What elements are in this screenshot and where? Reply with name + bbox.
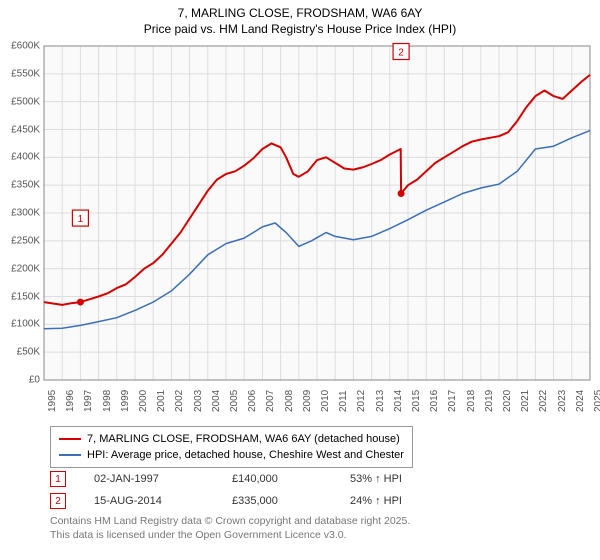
footer-note: Contains HM Land Registry data © Crown c… <box>50 514 410 542</box>
x-tick-label: 2022 <box>538 390 549 412</box>
y-tick-label: £200K <box>4 263 40 274</box>
title-line1: 7, MARLING CLOSE, FRODSHAM, WA6 6AY <box>0 6 600 22</box>
x-tick-label: 1999 <box>120 390 131 412</box>
marker-table: 1 02-JAN-1997 £140,000 53% ↑ HPI 2 15-AU… <box>50 468 440 512</box>
svg-text:2: 2 <box>398 48 404 59</box>
legend-label-hpi: HPI: Average price, detached house, Ches… <box>87 449 404 461</box>
marker-row-1: 1 02-JAN-1997 £140,000 53% ↑ HPI <box>50 468 440 490</box>
marker-pct-1: 53% ↑ HPI <box>350 473 440 485</box>
x-tick-label: 2005 <box>229 390 240 412</box>
marker-price-1: £140,000 <box>232 473 322 485</box>
x-tick-label: 1998 <box>102 390 113 412</box>
legend-row-price-paid: 7, MARLING CLOSE, FRODSHAM, WA6 6AY (det… <box>59 431 404 447</box>
x-tick-label: 2010 <box>320 390 331 412</box>
x-tick-label: 2013 <box>375 390 386 412</box>
x-tick-label: 1995 <box>47 390 58 412</box>
x-tick-label: 2024 <box>575 390 586 412</box>
x-tick-label: 2000 <box>138 390 149 412</box>
y-tick-label: £300K <box>4 208 40 219</box>
chart-area: 12 £0£50K£100K£150K£200K£250K£300K£350K£… <box>0 40 600 420</box>
marker-row-2: 2 15-AUG-2014 £335,000 24% ↑ HPI <box>50 490 440 512</box>
y-tick-label: £100K <box>4 319 40 330</box>
marker-date-1: 02-JAN-1997 <box>94 473 204 485</box>
x-tick-label: 2004 <box>211 390 222 412</box>
legend-label-price-paid: 7, MARLING CLOSE, FRODSHAM, WA6 6AY (det… <box>87 433 400 445</box>
legend-swatch-price-paid <box>59 438 81 440</box>
x-tick-label: 1996 <box>65 390 76 412</box>
y-tick-label: £400K <box>4 152 40 163</box>
footer-line2: This data is licensed under the Open Gov… <box>50 528 410 542</box>
y-tick-label: £150K <box>4 291 40 302</box>
x-tick-label: 1997 <box>83 390 94 412</box>
x-tick-label: 2008 <box>284 390 295 412</box>
x-tick-label: 2009 <box>302 390 313 412</box>
x-tick-label: 2019 <box>484 390 495 412</box>
x-tick-label: 2020 <box>502 390 513 412</box>
x-tick-label: 2002 <box>174 390 185 412</box>
legend: 7, MARLING CLOSE, FRODSHAM, WA6 6AY (det… <box>50 426 413 468</box>
x-tick-label: 2011 <box>338 390 349 412</box>
y-tick-label: £50K <box>4 347 40 358</box>
footer-line1: Contains HM Land Registry data © Crown c… <box>50 514 410 528</box>
x-tick-label: 2023 <box>557 390 568 412</box>
y-tick-label: £250K <box>4 235 40 246</box>
title-line2: Price paid vs. HM Land Registry's House … <box>0 22 600 38</box>
legend-row-hpi: HPI: Average price, detached house, Ches… <box>59 447 404 463</box>
marker-pct-2: 24% ↑ HPI <box>350 495 440 507</box>
x-tick-label: 2021 <box>520 390 531 412</box>
x-tick-label: 2012 <box>356 390 367 412</box>
x-tick-label: 2006 <box>247 390 258 412</box>
x-tick-label: 2018 <box>466 390 477 412</box>
y-tick-label: £500K <box>4 96 40 107</box>
chart-title: 7, MARLING CLOSE, FRODSHAM, WA6 6AY Pric… <box>0 0 600 37</box>
y-tick-label: £350K <box>4 180 40 191</box>
x-tick-label: 2015 <box>411 390 422 412</box>
marker-box-2: 2 <box>50 493 66 509</box>
y-tick-label: £550K <box>4 68 40 79</box>
marker-price-2: £335,000 <box>232 495 322 507</box>
x-tick-label: 2016 <box>429 390 440 412</box>
svg-text:1: 1 <box>78 214 84 225</box>
x-tick-label: 2001 <box>156 390 167 412</box>
x-tick-label: 2025 <box>593 390 600 412</box>
marker-box-1: 1 <box>50 471 66 487</box>
y-tick-label: £600K <box>4 41 40 52</box>
y-tick-label: £450K <box>4 124 40 135</box>
x-tick-label: 2017 <box>447 390 458 412</box>
marker-date-2: 15-AUG-2014 <box>94 495 204 507</box>
x-tick-label: 2003 <box>193 390 204 412</box>
chart-svg: 12 <box>0 40 600 420</box>
x-tick-label: 2014 <box>393 390 404 412</box>
legend-swatch-hpi <box>59 454 81 456</box>
x-tick-label: 2007 <box>265 390 276 412</box>
y-tick-label: £0 <box>4 375 40 386</box>
